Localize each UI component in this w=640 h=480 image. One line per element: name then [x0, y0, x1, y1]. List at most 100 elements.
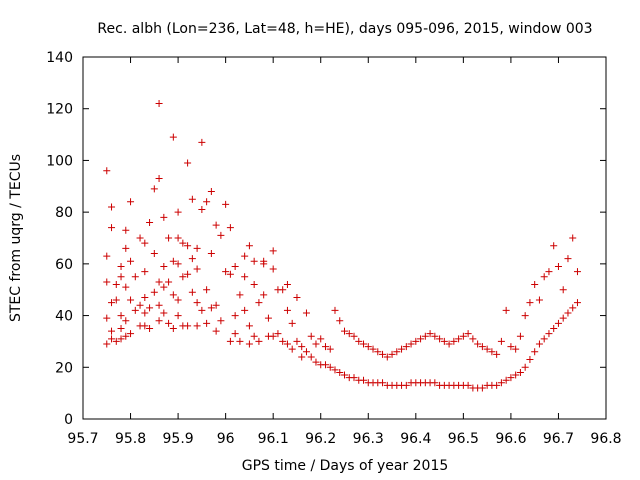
data-point [212, 221, 220, 229]
data-point [478, 343, 486, 351]
data-point [198, 138, 206, 146]
data-point [108, 335, 116, 343]
data-point [455, 335, 463, 343]
data-point [317, 335, 325, 343]
y-tick-label: 80 [55, 205, 73, 221]
data-point [436, 335, 444, 343]
data-points [103, 100, 581, 392]
data-point [193, 244, 201, 252]
data-point [250, 257, 258, 265]
data-point [155, 100, 163, 108]
data-point [440, 337, 448, 345]
data-point [141, 268, 149, 276]
data-point [350, 374, 358, 382]
data-point [393, 348, 401, 356]
data-point [526, 299, 534, 307]
data-point [146, 304, 154, 312]
data-point [512, 371, 520, 379]
x-tick-label: 96 [217, 431, 235, 447]
data-point [516, 332, 524, 340]
data-point [160, 309, 168, 317]
data-point [488, 348, 496, 356]
data-point [283, 281, 291, 289]
data-point [174, 312, 182, 320]
data-point [112, 337, 120, 345]
data-point [169, 257, 177, 265]
data-point [165, 234, 173, 242]
data-point [421, 332, 429, 340]
data-point [136, 234, 144, 242]
data-point [554, 319, 562, 327]
data-point [184, 270, 192, 278]
data-point [321, 343, 329, 351]
data-point [212, 327, 220, 335]
data-point [493, 381, 501, 389]
data-point [478, 384, 486, 392]
data-point [426, 330, 434, 338]
data-point [169, 291, 177, 299]
data-point [231, 312, 239, 320]
x-tick-label: 96.2 [305, 431, 336, 447]
y-tick-label: 0 [64, 412, 73, 428]
data-point [188, 288, 196, 296]
data-point [283, 340, 291, 348]
x-tick-label: 96.4 [400, 431, 431, 447]
data-point [127, 296, 135, 304]
data-point [526, 356, 534, 364]
chart-title: Rec. albh (Lon=236, Lat=48, h=HE), days … [97, 21, 592, 37]
data-point [554, 262, 562, 270]
x-tick-label: 95.8 [115, 431, 146, 447]
data-point [497, 379, 505, 387]
data-point [117, 335, 125, 343]
x-axis-label: GPS time / Days of year 2015 [242, 458, 449, 474]
data-point [336, 317, 344, 325]
data-point [512, 345, 520, 353]
data-point [160, 262, 168, 270]
x-tick-label: 96.6 [495, 431, 526, 447]
data-point [288, 345, 296, 353]
data-point [231, 262, 239, 270]
x-tick-label: 95.9 [163, 431, 194, 447]
data-point [179, 273, 187, 281]
data-point [540, 335, 548, 343]
data-point [540, 273, 548, 281]
data-point [217, 317, 225, 325]
data-point [184, 242, 192, 250]
data-point [293, 293, 301, 301]
data-point [160, 213, 168, 221]
y-tick-label: 120 [46, 102, 73, 118]
data-point [236, 291, 244, 299]
y-tick-label: 40 [55, 309, 73, 325]
data-point [250, 281, 258, 289]
data-point [226, 224, 234, 232]
data-point [573, 299, 581, 307]
data-point [407, 340, 415, 348]
data-point [431, 332, 439, 340]
data-point [264, 314, 272, 322]
data-point [497, 337, 505, 345]
data-point [355, 337, 363, 345]
data-point [360, 376, 368, 384]
data-point [122, 317, 130, 325]
data-point [103, 314, 111, 322]
data-point [312, 340, 320, 348]
data-point [369, 345, 377, 353]
data-point [112, 296, 120, 304]
data-point [155, 301, 163, 309]
data-point [155, 317, 163, 325]
plot-frame [82, 56, 607, 420]
data-point [569, 304, 577, 312]
data-point [545, 330, 553, 338]
x-axis-ticks: 95.7 95.8 95.9 96 96.1 96.2 96.3 96.4 96.5 96.6 96… [67, 57, 622, 447]
data-point [545, 268, 553, 276]
data-point [483, 345, 491, 353]
data-point [193, 265, 201, 273]
data-point [564, 309, 572, 317]
data-point [345, 330, 353, 338]
data-point [212, 301, 220, 309]
data-point [245, 322, 253, 330]
data-point [241, 273, 249, 281]
data-point [122, 283, 130, 291]
data-point [169, 325, 177, 332]
data-point [222, 268, 230, 276]
